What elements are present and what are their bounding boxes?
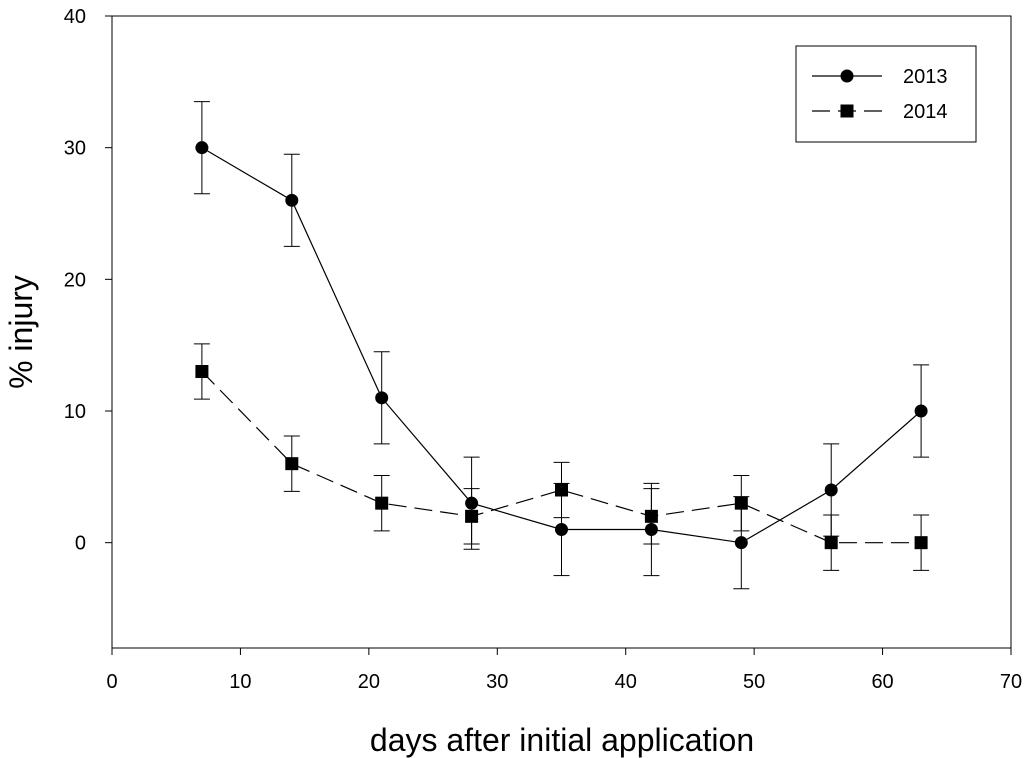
x-tick-label: 60 — [871, 671, 893, 693]
x-tick-label: 0 — [106, 671, 117, 693]
legend-label-2014: 2014 — [903, 101, 948, 123]
series-2014 — [193, 343, 930, 571]
legend-box — [795, 45, 977, 143]
legend-marker-2014 — [840, 104, 854, 118]
data-point-2013 — [734, 536, 748, 550]
data-point-2014 — [285, 457, 299, 471]
data-point-2013 — [914, 404, 928, 418]
x-axis-ticks: 0 10 20 30 40 50 60 70 — [106, 648, 1022, 693]
data-point-2013 — [824, 483, 838, 497]
data-point-2014 — [375, 496, 389, 510]
data-point-2014 — [465, 509, 479, 523]
x-tick-label: 30 — [486, 671, 508, 693]
data-point-2014 — [914, 536, 928, 550]
legend-label-2013: 2013 — [903, 66, 948, 88]
x-tick-label: 70 — [1000, 671, 1022, 693]
data-point-2014 — [734, 496, 748, 510]
y-tick-label: 10 — [64, 401, 86, 423]
legend: 2013 2014 — [795, 45, 977, 143]
data-point-2013 — [375, 391, 389, 405]
legend-marker-2013 — [840, 69, 854, 83]
x-axis-label: days after initial application — [370, 722, 754, 758]
data-point-2014 — [195, 365, 209, 378]
y-axis-label: % injury — [3, 275, 39, 389]
data-point-2013 — [195, 141, 209, 155]
series-line-2014 — [201, 371, 922, 544]
x-tick-label: 10 — [229, 671, 251, 693]
series-layer — [193, 101, 930, 590]
x-tick-label: 40 — [615, 671, 637, 693]
y-tick-label: 0 — [75, 533, 86, 555]
x-tick-label: 20 — [358, 671, 380, 693]
data-point-2014 — [555, 483, 568, 497]
y-tick-label: 40 — [64, 6, 86, 28]
y-axis-ticks: 0 10 20 30 40 — [64, 6, 112, 555]
y-tick-label: 20 — [64, 269, 86, 291]
data-point-2013 — [285, 193, 299, 207]
data-point-2014 — [824, 536, 838, 550]
y-tick-label: 30 — [64, 138, 86, 160]
data-point-2014 — [644, 509, 658, 523]
data-point-2013 — [555, 523, 568, 536]
plot-area-frame — [111, 15, 1012, 649]
x-tick-label: 50 — [743, 671, 765, 693]
